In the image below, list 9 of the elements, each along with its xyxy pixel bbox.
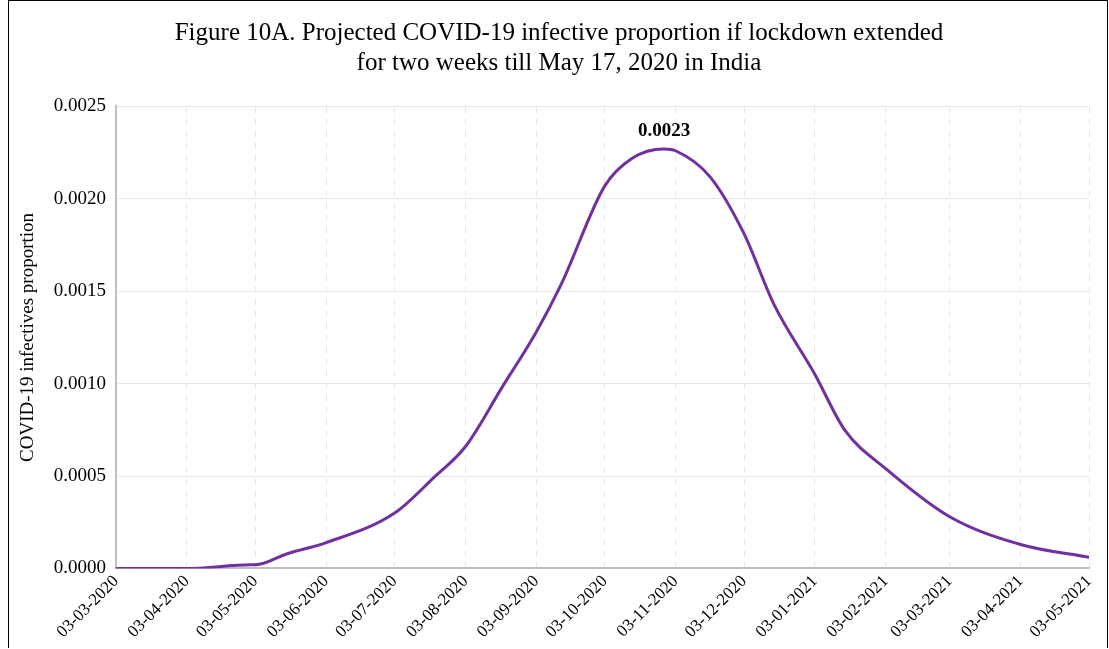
y-tick-label: 0.0010 <box>53 371 107 393</box>
y-tick-label: 0.0015 <box>53 279 107 301</box>
annotation: 0.0023 <box>638 119 691 141</box>
y-tick-label: 0.0005 <box>53 464 107 486</box>
y-tick-label: 0.0025 <box>53 94 107 116</box>
y-tick-label: 0.0000 <box>53 556 107 578</box>
y-tick-label: 0.0020 <box>53 186 107 208</box>
chart-title: Figure 10A. Projected COVID-19 infective proportion if lockdown extended for two weeks till May 17, 2020 in India <box>173 17 945 77</box>
y-axis-title: COVID-19 infectives proportion <box>16 212 38 462</box>
